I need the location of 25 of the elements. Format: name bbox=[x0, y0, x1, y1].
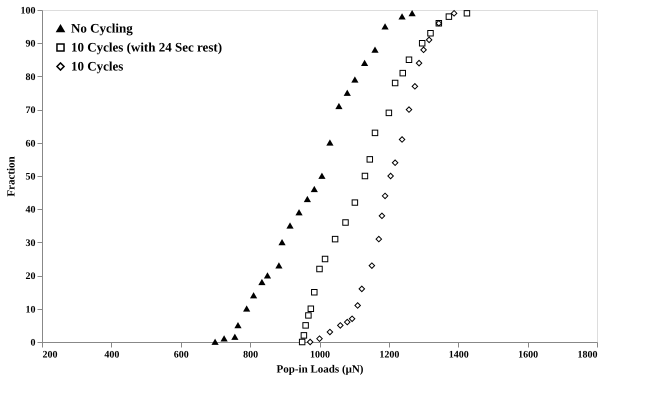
x-tick-label: 600 bbox=[174, 350, 189, 360]
y-tick-label: 10 bbox=[26, 304, 36, 316]
y-tick-label: 0 bbox=[30, 338, 36, 348]
y-tick-label: 50 bbox=[26, 172, 36, 182]
y-tick-label: 70 bbox=[26, 105, 36, 116]
x-tick-label: 1600 bbox=[518, 350, 538, 360]
x-tick-label: 400 bbox=[104, 350, 120, 360]
x-tick-label: 1400 bbox=[448, 350, 469, 360]
y-tick-label: 80 bbox=[26, 72, 36, 83]
legend-label: 10 Cycles bbox=[71, 58, 124, 74]
legend-label: 10 Cycles (with 24 Sec rest) bbox=[71, 40, 222, 54]
y-tick-label: 30 bbox=[26, 238, 36, 249]
y-tick-label: 100 bbox=[20, 6, 36, 16]
y-axis-title: Fraction bbox=[6, 156, 18, 197]
x-tick-label: 1000 bbox=[310, 350, 330, 360]
y-tick-label: 40 bbox=[26, 204, 36, 216]
x-tick-label: 200 bbox=[42, 350, 58, 360]
y-tick-label: 20 bbox=[26, 271, 36, 282]
legend-label: No Cycling bbox=[71, 20, 134, 36]
x-axis-title: Pop-in Loads (μN) bbox=[276, 364, 364, 376]
x-tick-label: 1200 bbox=[379, 350, 400, 360]
y-tick-label: 90 bbox=[26, 38, 36, 50]
y-tick-label: 60 bbox=[26, 138, 36, 150]
x-tick-label: 1800 bbox=[578, 350, 598, 360]
x-tick-label: 800 bbox=[243, 350, 258, 360]
